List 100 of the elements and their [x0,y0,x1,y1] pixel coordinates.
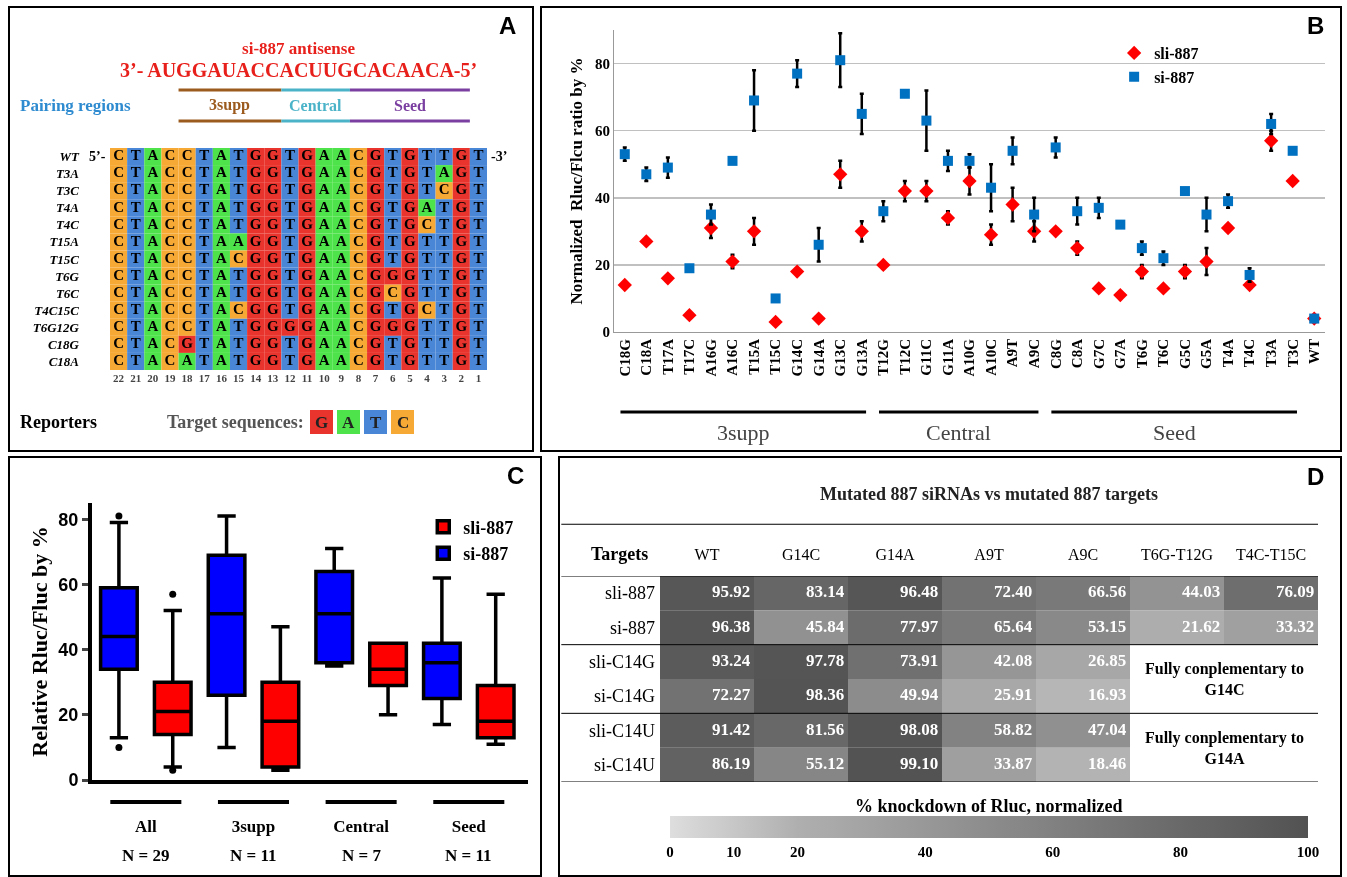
text: T [439,335,450,352]
text: T [439,283,450,300]
x-tick-label: T4C-T15C [1235,545,1307,563]
text: G [266,266,279,283]
color-bar-label: 20 [790,843,806,860]
text: T [233,215,244,232]
y-tick-label: WT [59,149,81,165]
point [833,167,848,182]
text: T [199,352,210,369]
text: T [199,215,210,232]
text: A [335,249,347,266]
text: A [147,232,159,249]
data-label: 25.91 [993,685,1033,705]
point [684,263,695,274]
text: T [387,352,398,369]
y-tick-label: 80 [595,55,610,72]
text: G [455,266,468,283]
text: T [473,215,484,232]
text: C [113,300,124,317]
text: C [113,232,124,249]
point [942,155,953,166]
data-label: 95.92 [711,582,751,602]
text: A [318,249,330,266]
text: T [439,147,450,164]
text: T [233,198,244,215]
text: A [215,266,227,283]
text: T [284,300,295,317]
legend-label: si-887 [1154,68,1195,86]
text: C [353,147,364,164]
text: C [164,266,176,283]
x-tick-label: G7C [1090,339,1107,369]
chart-title: Mutated 887 siRNAs vs mutated 887 targets [820,484,1158,505]
point [1050,142,1061,153]
x-tick-label: G13C [832,339,849,377]
data-label: 33.32 [1275,616,1315,636]
text: G [369,164,382,181]
text: C [353,266,364,283]
x-tick-label: 1 [475,372,482,384]
text: A [147,164,159,181]
text: T [422,352,433,369]
text: T [473,352,484,369]
x-tick-label: A16C [724,339,741,376]
point [1070,240,1085,256]
text: G [249,147,262,164]
text: A [318,318,330,335]
text: A [233,232,244,249]
x-tick-label: 9 [338,372,345,384]
text: A [335,232,347,249]
color-bar-title: % knockdown of Rluc, normalized [855,796,1123,816]
text: A [215,335,227,352]
text: C [164,147,176,164]
text: C [181,181,193,198]
point [789,264,805,279]
text: C [387,283,399,300]
text: T [130,300,141,317]
text: 3supp [717,420,770,445]
point [1263,133,1279,148]
data-label: 91.42 [711,719,751,739]
data-label: 86.19 [711,754,751,774]
text: G [249,300,262,317]
text: C [353,335,364,352]
x-tick-label: WT [1306,339,1323,365]
data-label: 93.24 [711,651,751,671]
y-tick-label: T4C [55,217,80,233]
text: C [438,181,450,198]
text: T [199,232,210,249]
text: A [335,198,347,215]
point [1072,206,1083,217]
text: C [181,147,193,164]
text: G [369,283,382,300]
point [876,257,891,273]
text: T [473,249,484,266]
text: C [113,249,124,266]
point [813,239,824,250]
x-tick-label: 12 [284,372,296,384]
text: A [215,181,227,198]
text: T [199,147,210,164]
text: T [130,198,141,215]
point [1093,202,1104,213]
text: T [199,266,210,283]
text: A [147,318,159,335]
text: A [215,318,227,335]
text: A [215,300,227,317]
y-tick-label: 60 [595,122,610,139]
point [1115,219,1126,230]
text: G [404,198,416,215]
text: G [404,335,416,352]
text: G [455,318,468,335]
point [1220,220,1236,236]
data-label: 83.14 [805,582,845,602]
text: T [439,318,450,335]
text: -3’ [491,149,508,164]
text: G [404,215,416,232]
x-tick-label: T3A [1263,338,1280,368]
text: G [404,181,416,198]
y-tick-label: T6C [55,285,80,301]
data-label: 33.87 [993,754,1033,774]
text: G [455,300,468,317]
text: T [370,413,382,432]
y-axis-title: Reporters [20,412,97,432]
